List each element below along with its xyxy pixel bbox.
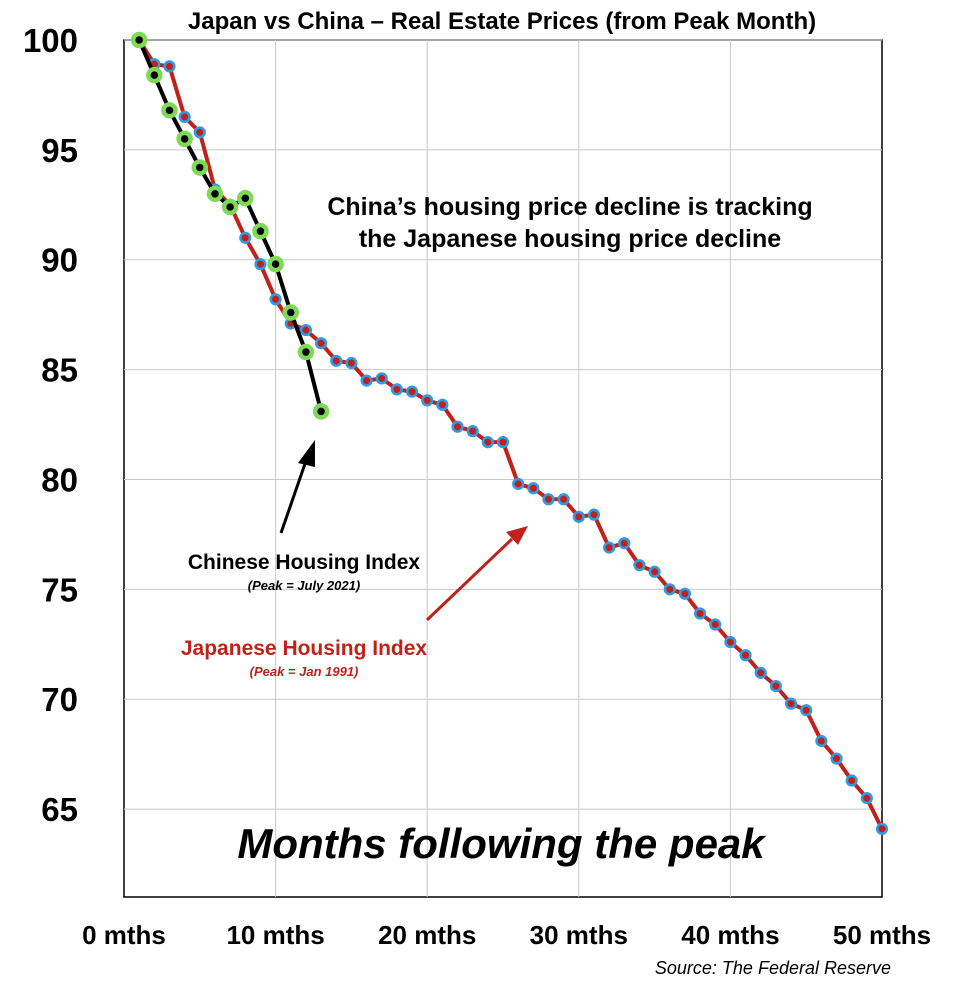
japan-data-point [178,110,191,124]
japan-data-point [254,258,267,271]
japan-data-point [557,493,570,506]
japan-data-point [269,293,282,306]
y-axis: 100 95 90 85 80 75 70 65 [23,22,78,828]
japan-data-point [405,385,419,398]
annotation-line-1: China’s housing price decline is trackin… [327,193,812,221]
japan-data-point [299,323,313,337]
china-data-point [297,343,315,361]
x-axis: 0 mths 10 mths 20 mths 30 mths 40 mths 50 mth… [82,920,931,950]
japan-data-point [815,734,828,748]
japan-data-point [739,649,752,662]
y-tick-label: 95 [41,132,78,169]
japan-data-point [633,559,646,572]
japan-data-point [678,587,692,600]
japan-data-point [496,436,510,449]
japan-data-point [481,436,494,449]
japan-data-point [451,420,464,433]
japan-data-point [572,510,585,523]
japan-data-point [542,493,555,506]
china-data-point [191,159,209,176]
japan-data-point [875,822,889,835]
china-data-point [221,198,239,216]
japan-data-point [360,374,373,387]
japan-data-point [860,792,873,805]
japan-data-point [512,477,525,490]
x-tick-label: 40 mths [681,920,779,950]
plot-frame [123,39,883,898]
china-series-label: Chinese Housing Index [188,551,421,574]
japan-data-point [693,607,707,620]
x-tick-label: 10 mths [226,920,324,950]
japan-data-point [603,541,616,554]
japan-data-point [239,231,252,244]
japan-data-point [724,635,737,649]
y-tick-label: 85 [41,352,78,389]
x-tick-label: 20 mths [378,920,476,950]
x-tick-label: 0 mths [82,920,166,950]
china-data-point [176,130,193,148]
japan-data-point [663,583,676,596]
china-data-point [237,189,254,207]
japan-data-point [784,697,798,710]
y-tick-label: 70 [41,681,78,718]
japan-data-point [375,372,388,385]
y-tick-label: 90 [41,242,78,279]
china-data-point [252,222,269,240]
y-tick-label: 80 [41,461,78,498]
china-label-arrow [279,457,309,534]
japan-data-point [830,752,843,765]
japan-label-arrow [425,537,514,622]
japan-data-point [709,618,722,631]
japan-data-point [163,60,176,73]
japan-arrow-head [506,526,528,545]
chart-title: Japan vs China – Real Estate Prices (fro… [188,8,816,35]
japan-data-point [314,337,328,350]
china-series-line [137,39,324,412]
grid [123,39,883,898]
series-layer [130,31,889,835]
china-data-point [282,304,300,321]
china-data-point [161,102,178,119]
japan-data-point [769,679,782,693]
x-tick-label: 50 mths [833,920,931,950]
x-tick-label: 30 mths [530,920,628,950]
japan-data-point [390,383,403,396]
y-tick-label: 65 [41,791,78,828]
japan-data-point [436,398,449,411]
japan-data-point [800,704,813,717]
japan-data-point [648,565,661,578]
japan-data-point [421,394,434,407]
japan-data-point [527,482,540,495]
japan-data-point [330,354,343,367]
y-tick-label: 75 [41,571,78,608]
china-data-point [130,31,148,49]
china-data-point [312,403,330,420]
japan-data-point [193,126,206,139]
china-data-point [206,185,224,203]
china-data-point [267,255,284,273]
source-note: Source: The Federal Reserve [655,958,891,978]
x-axis-label: Months following the peak [237,820,767,867]
china-data-point [146,66,163,84]
japan-data-point [587,508,601,521]
china-peak-note: (Peak = July 2021) [248,578,360,593]
japan-series-label: Japanese Housing Index [181,637,428,660]
y-tick-label: 100 [23,22,78,59]
japan-data-point [345,356,358,370]
japan-data-point [754,666,767,679]
china-arrow-head [298,440,315,467]
japan-data-point [466,425,479,438]
japan-peak-note: (Peak = Jan 1991) [250,664,359,679]
japan-data-point [618,537,631,550]
japan-series-line [137,38,884,830]
annotation-line-2: the Japanese housing price decline [359,225,781,253]
japan-data-point [845,774,858,787]
